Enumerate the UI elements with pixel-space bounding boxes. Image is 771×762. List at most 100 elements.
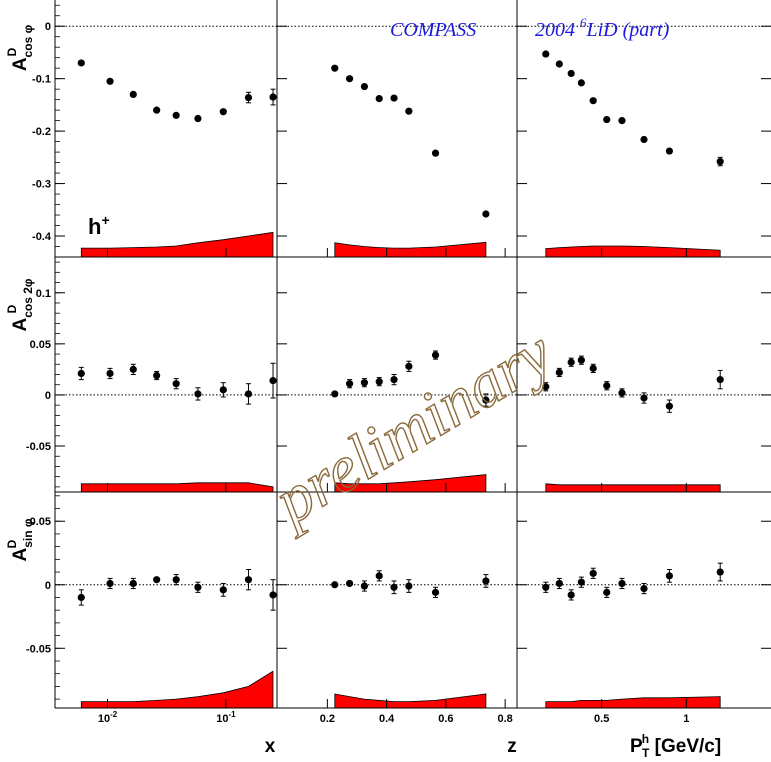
- x-tick-base: 10: [216, 713, 228, 725]
- y-axis-title: Acos 2φD: [5, 278, 35, 331]
- data-point: [640, 585, 647, 592]
- y-tick-label: 0: [45, 21, 51, 33]
- data-point: [618, 580, 625, 587]
- y-tick-label: -0.05: [26, 441, 51, 453]
- dataset-target: LiD (part): [586, 19, 670, 41]
- data-point: [482, 577, 489, 584]
- y-axis-title: Asin φD: [5, 518, 35, 561]
- data-point: [245, 94, 252, 101]
- data-point: [568, 359, 575, 366]
- x-tick-base: 0.6: [438, 713, 453, 725]
- systematic-band: [546, 697, 720, 708]
- y-tick-label: 0: [45, 580, 51, 592]
- data-point: [482, 210, 489, 217]
- data-point: [220, 586, 227, 593]
- y-axis-sub: cos 2φ: [21, 278, 35, 318]
- data-point: [153, 372, 160, 379]
- y-axis-sup: D: [5, 539, 19, 548]
- x-tick-label: 1: [683, 713, 689, 725]
- data-point: [717, 568, 724, 575]
- data-point: [346, 75, 353, 82]
- x-tick-base: 0.8: [497, 713, 512, 725]
- data-point: [194, 115, 201, 122]
- x-tick-label: 10-2: [98, 710, 118, 725]
- data-point: [568, 70, 575, 77]
- data-point: [173, 112, 180, 119]
- x-tick-base: 10: [98, 713, 110, 725]
- data-point: [78, 370, 85, 377]
- panel-2-2: [517, 563, 771, 708]
- systematic-band: [335, 694, 486, 708]
- data-point: [130, 366, 137, 373]
- data-point: [390, 94, 397, 101]
- data-point: [432, 150, 439, 157]
- y-axis-title: Acos φD: [5, 24, 35, 71]
- data-point: [578, 357, 585, 364]
- y-tick-label: -0.05: [26, 643, 51, 655]
- data-point: [405, 108, 412, 115]
- data-point: [405, 582, 412, 589]
- y-axis-sup: D: [5, 47, 19, 56]
- y-tick-label: -0.3: [32, 179, 51, 191]
- data-point: [666, 572, 673, 579]
- data-point: [666, 403, 673, 410]
- systematic-band: [546, 484, 720, 492]
- data-point: [603, 589, 610, 596]
- x-axis-labels: 10-2 10-1x0.2 0.4 0.6 0.8z0.5 1Ph T [GeV/c]: [98, 248, 721, 760]
- dataset-label: 2004 6LiD (part): [535, 15, 670, 41]
- collaboration-label: COMPASS: [390, 19, 476, 41]
- x-tick-label: 0.8: [497, 713, 512, 725]
- data-point: [106, 580, 113, 587]
- data-point: [78, 59, 85, 66]
- y-axis-main: A: [10, 57, 31, 71]
- y-axis-sup: D: [5, 304, 19, 313]
- x-tick-base: 0.2: [320, 713, 335, 725]
- data-point: [331, 65, 338, 72]
- data-point: [106, 78, 113, 85]
- data-point: [578, 579, 585, 586]
- x-tick-label: 0.5: [594, 713, 609, 725]
- systematic-band: [81, 232, 273, 257]
- systematic-band: [81, 671, 273, 708]
- data-point: [590, 570, 597, 577]
- x-axis-title: Ph T [GeV/c]: [630, 732, 721, 760]
- x-axis-unit: [GeV/c]: [649, 736, 721, 757]
- y-axis-main: A: [10, 548, 31, 562]
- x-axis-main: x: [265, 736, 276, 757]
- y-axis-sub: cos φ: [21, 24, 35, 57]
- data-point: [106, 370, 113, 377]
- panel-0-1: [277, 26, 517, 257]
- data-point: [590, 97, 597, 104]
- data-point: [173, 380, 180, 387]
- data-point: [331, 390, 338, 397]
- data-point: [220, 386, 227, 393]
- systematic-band: [335, 242, 486, 257]
- x-axis-sup: h: [642, 732, 649, 746]
- panel-2-0: [55, 570, 277, 708]
- data-point: [130, 580, 137, 587]
- data-point: [556, 580, 563, 587]
- data-point: [590, 365, 597, 372]
- y-tick-label: 0: [45, 390, 51, 402]
- data-point: [432, 589, 439, 596]
- data-point: [331, 581, 338, 588]
- x-tick-base: 0.5: [594, 713, 609, 725]
- data-point: [603, 116, 610, 123]
- preliminary-watermark: preliminary: [259, 316, 566, 540]
- y-axis-sub: sin φ: [21, 518, 35, 548]
- data-point: [269, 591, 276, 598]
- data-point: [346, 380, 353, 387]
- y-tick-label: 0.1: [36, 288, 51, 300]
- data-point: [390, 584, 397, 591]
- x-tick-exponent: -1: [228, 710, 236, 719]
- data-point: [245, 576, 252, 583]
- data-point: [78, 594, 85, 601]
- panel-0-2: [517, 26, 771, 257]
- data-point: [390, 376, 397, 383]
- data-point: [640, 136, 647, 143]
- data-point: [542, 584, 549, 591]
- data-point: [245, 390, 252, 397]
- data-point: [173, 576, 180, 583]
- data-point: [361, 582, 368, 589]
